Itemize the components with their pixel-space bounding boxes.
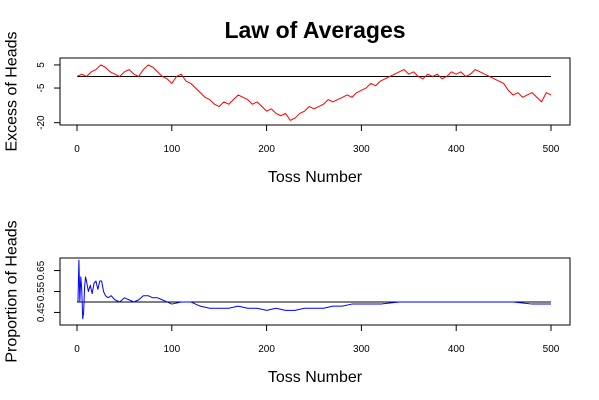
- x-tick-label: 0: [74, 144, 80, 155]
- x-tick-label: 300: [353, 144, 370, 155]
- x-tick-label: 300: [353, 344, 370, 355]
- x-axis-label: Toss Number: [268, 169, 363, 186]
- series-line-0: [77, 259, 551, 320]
- excess-of-heads-panel: 0 100 200 300 400 500 5 -5 -20 Toss Number Excess …: [4, 31, 571, 186]
- x-tick-label: 0: [74, 344, 80, 355]
- y-tick-label: 0.55: [36, 281, 47, 301]
- proportion-of-heads-panel: 0 100 200 300 400 500 0.450.550.65 Toss Number P…: [4, 220, 571, 386]
- chart-title: Law of Averages: [224, 17, 405, 43]
- x-tick-label: 500: [543, 344, 560, 355]
- plot-frame: [59, 57, 571, 126]
- x-tick-label: 200: [258, 344, 275, 355]
- y-tick-label: 0.45: [36, 302, 47, 322]
- x-tick-label: 500: [543, 144, 560, 155]
- x-tick-label: 100: [163, 144, 180, 155]
- y-tick-label: 5: [36, 62, 47, 68]
- y-tick-label: -5: [36, 83, 47, 92]
- plot-frame: [59, 257, 571, 326]
- x-tick-label: 400: [448, 144, 465, 155]
- x-tick-label: 200: [258, 144, 275, 155]
- y-tick-label: -20: [36, 115, 47, 130]
- x-tick-label: 400: [448, 344, 465, 355]
- series-line-0: [76, 64, 552, 121]
- x-axis-label: Toss Number: [268, 369, 363, 386]
- y-axis-label: Excess of Heads: [4, 31, 21, 151]
- x-tick-label: 100: [163, 344, 180, 355]
- y-axis-label: Proportion of Heads: [4, 220, 21, 362]
- y-tick-label: 0.65: [36, 260, 47, 280]
